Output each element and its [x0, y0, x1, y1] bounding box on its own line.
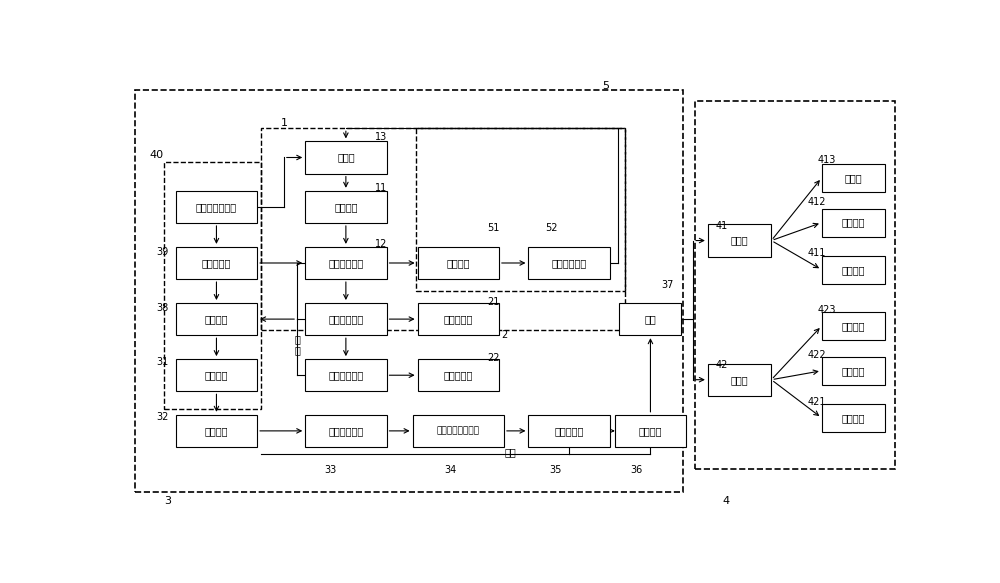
Text: 411: 411 [808, 248, 826, 258]
FancyBboxPatch shape [822, 312, 885, 340]
FancyBboxPatch shape [528, 247, 610, 279]
Text: 36: 36 [630, 465, 643, 475]
FancyBboxPatch shape [305, 303, 387, 335]
Text: 33: 33 [324, 465, 336, 475]
Text: 21: 21 [488, 297, 500, 307]
Text: 41: 41 [716, 221, 728, 231]
Text: 艺术瓷件: 艺术瓷件 [842, 366, 865, 375]
Text: 大料除杂: 大料除杂 [446, 258, 470, 268]
FancyBboxPatch shape [822, 209, 885, 237]
Text: 细砂分离装置: 细砂分离装置 [328, 370, 364, 380]
FancyBboxPatch shape [708, 224, 771, 257]
Text: 31: 31 [156, 357, 168, 367]
FancyBboxPatch shape [822, 357, 885, 385]
Text: 13: 13 [375, 132, 388, 142]
Text: 52: 52 [545, 223, 558, 233]
Text: 建筑用细砂: 建筑用细砂 [444, 370, 473, 380]
FancyBboxPatch shape [176, 247, 257, 279]
Text: 2: 2 [502, 330, 508, 340]
Text: 4: 4 [722, 496, 729, 506]
Text: 39: 39 [156, 247, 168, 257]
Text: 422: 422 [808, 350, 826, 360]
Text: 分砂装置: 分砂装置 [205, 370, 228, 380]
FancyBboxPatch shape [822, 164, 885, 192]
FancyBboxPatch shape [413, 415, 504, 447]
Text: 除有机物装置: 除有机物装置 [328, 426, 364, 436]
Text: 1: 1 [280, 118, 287, 128]
Text: 建筑陶件: 建筑陶件 [842, 265, 865, 275]
Text: 423: 423 [818, 305, 836, 315]
FancyBboxPatch shape [619, 303, 681, 335]
Text: 建筑瓷件: 建筑瓷件 [842, 413, 865, 423]
Text: 建筑用粗砂: 建筑用粗砂 [444, 314, 473, 324]
Text: 42: 42 [716, 360, 728, 370]
Text: 35: 35 [549, 465, 561, 475]
Text: 清水: 清水 [504, 447, 516, 458]
Text: 磨料部分: 磨料部分 [334, 202, 358, 212]
Text: 日用陶件: 日用陶件 [842, 217, 865, 227]
FancyBboxPatch shape [708, 364, 771, 396]
Text: 22: 22 [488, 353, 500, 363]
Text: 除铁装置: 除铁装置 [205, 426, 228, 436]
Text: 3: 3 [164, 496, 171, 506]
FancyBboxPatch shape [528, 415, 610, 447]
Text: 粗砂分离装置: 粗砂分离装置 [328, 314, 364, 324]
Text: 陶制品: 陶制品 [731, 236, 748, 245]
Text: 外来水供给装置: 外来水供给装置 [196, 202, 237, 212]
Text: 干泥: 干泥 [645, 314, 656, 324]
Text: 412: 412 [808, 198, 826, 208]
FancyBboxPatch shape [305, 359, 387, 391]
FancyBboxPatch shape [305, 415, 387, 447]
FancyBboxPatch shape [176, 191, 257, 223]
Text: 51: 51 [487, 223, 499, 233]
FancyBboxPatch shape [418, 359, 499, 391]
FancyBboxPatch shape [822, 404, 885, 432]
Text: 软陶瓷: 软陶瓷 [845, 173, 862, 182]
FancyBboxPatch shape [615, 415, 686, 447]
FancyBboxPatch shape [418, 303, 499, 335]
Text: 瓷制品: 瓷制品 [731, 375, 748, 385]
Text: 40: 40 [149, 150, 163, 160]
FancyBboxPatch shape [305, 191, 387, 223]
Text: 混
水: 混 水 [294, 334, 300, 356]
Text: 输料段: 输料段 [337, 153, 355, 163]
FancyBboxPatch shape [822, 256, 885, 284]
Text: 421: 421 [808, 397, 826, 407]
FancyBboxPatch shape [305, 247, 387, 279]
Text: 泥浆沉淀池: 泥浆沉淀池 [554, 426, 584, 436]
Text: 12: 12 [375, 239, 388, 249]
Text: 413: 413 [818, 154, 836, 165]
Text: 稀泥浆池: 稀泥浆池 [205, 314, 228, 324]
FancyBboxPatch shape [305, 141, 387, 174]
Text: 工业瓷件: 工业瓷件 [842, 321, 865, 331]
Text: 5: 5 [602, 80, 609, 91]
Text: 32: 32 [156, 412, 168, 422]
Text: 高压稀释水: 高压稀释水 [202, 258, 231, 268]
Text: 泥砂分离部分: 泥砂分离部分 [328, 258, 364, 268]
Text: 精细泥浆制备装置: 精细泥浆制备装置 [437, 426, 480, 436]
FancyBboxPatch shape [176, 359, 257, 391]
Text: 大料破碎装置: 大料破碎装置 [551, 258, 587, 268]
Text: 37: 37 [661, 280, 674, 290]
FancyBboxPatch shape [176, 303, 257, 335]
Text: 11: 11 [375, 182, 388, 192]
Text: 38: 38 [156, 303, 168, 313]
Text: 34: 34 [444, 465, 457, 475]
FancyBboxPatch shape [176, 415, 257, 447]
FancyBboxPatch shape [418, 247, 499, 279]
Text: 脱水设备: 脱水设备 [639, 426, 662, 436]
